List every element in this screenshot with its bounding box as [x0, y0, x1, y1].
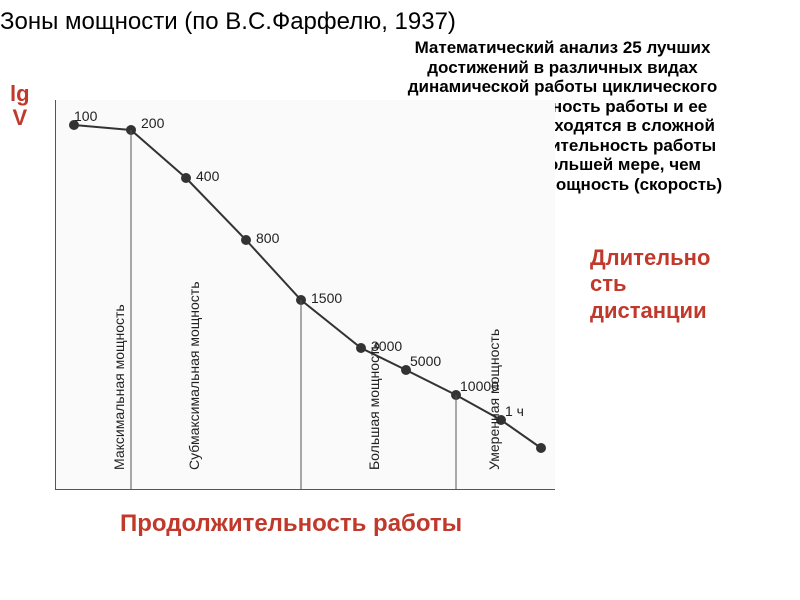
page-title: Зоны мощности (по В.С.Фарфелю, 1937): [0, 8, 456, 36]
point-label: 400: [196, 168, 219, 184]
distance-length-label: Длительностьдистанции: [590, 245, 710, 324]
data-point: [241, 235, 251, 245]
data-point: [536, 443, 546, 453]
point-label: 1500: [311, 290, 342, 306]
zone-label: Большая мощность: [366, 342, 382, 470]
chart-svg: [56, 100, 556, 490]
point-label: 1 ч: [505, 403, 524, 419]
y-axis-label: lgV: [10, 82, 30, 130]
data-point: [356, 343, 366, 353]
zone-label: Субмаксимальная мощность: [186, 281, 202, 470]
power-zones-chart: 100200400800150030005000100001 ч Максима…: [55, 100, 555, 490]
point-label: 800: [256, 230, 279, 246]
zone-dividers: [131, 130, 456, 490]
chart-line: [74, 125, 541, 448]
zone-label: Максимальная мощность: [111, 304, 127, 470]
zone-label: Умеренная мощность: [486, 329, 502, 470]
point-label: 5000: [410, 353, 441, 369]
data-point: [181, 173, 191, 183]
chart-markers: [69, 120, 546, 453]
point-label: 100: [74, 108, 97, 124]
point-label: 200: [141, 115, 164, 131]
y-axis-label-text: lgV: [10, 81, 30, 130]
x-axis-label: Продолжительность работы: [120, 510, 462, 538]
